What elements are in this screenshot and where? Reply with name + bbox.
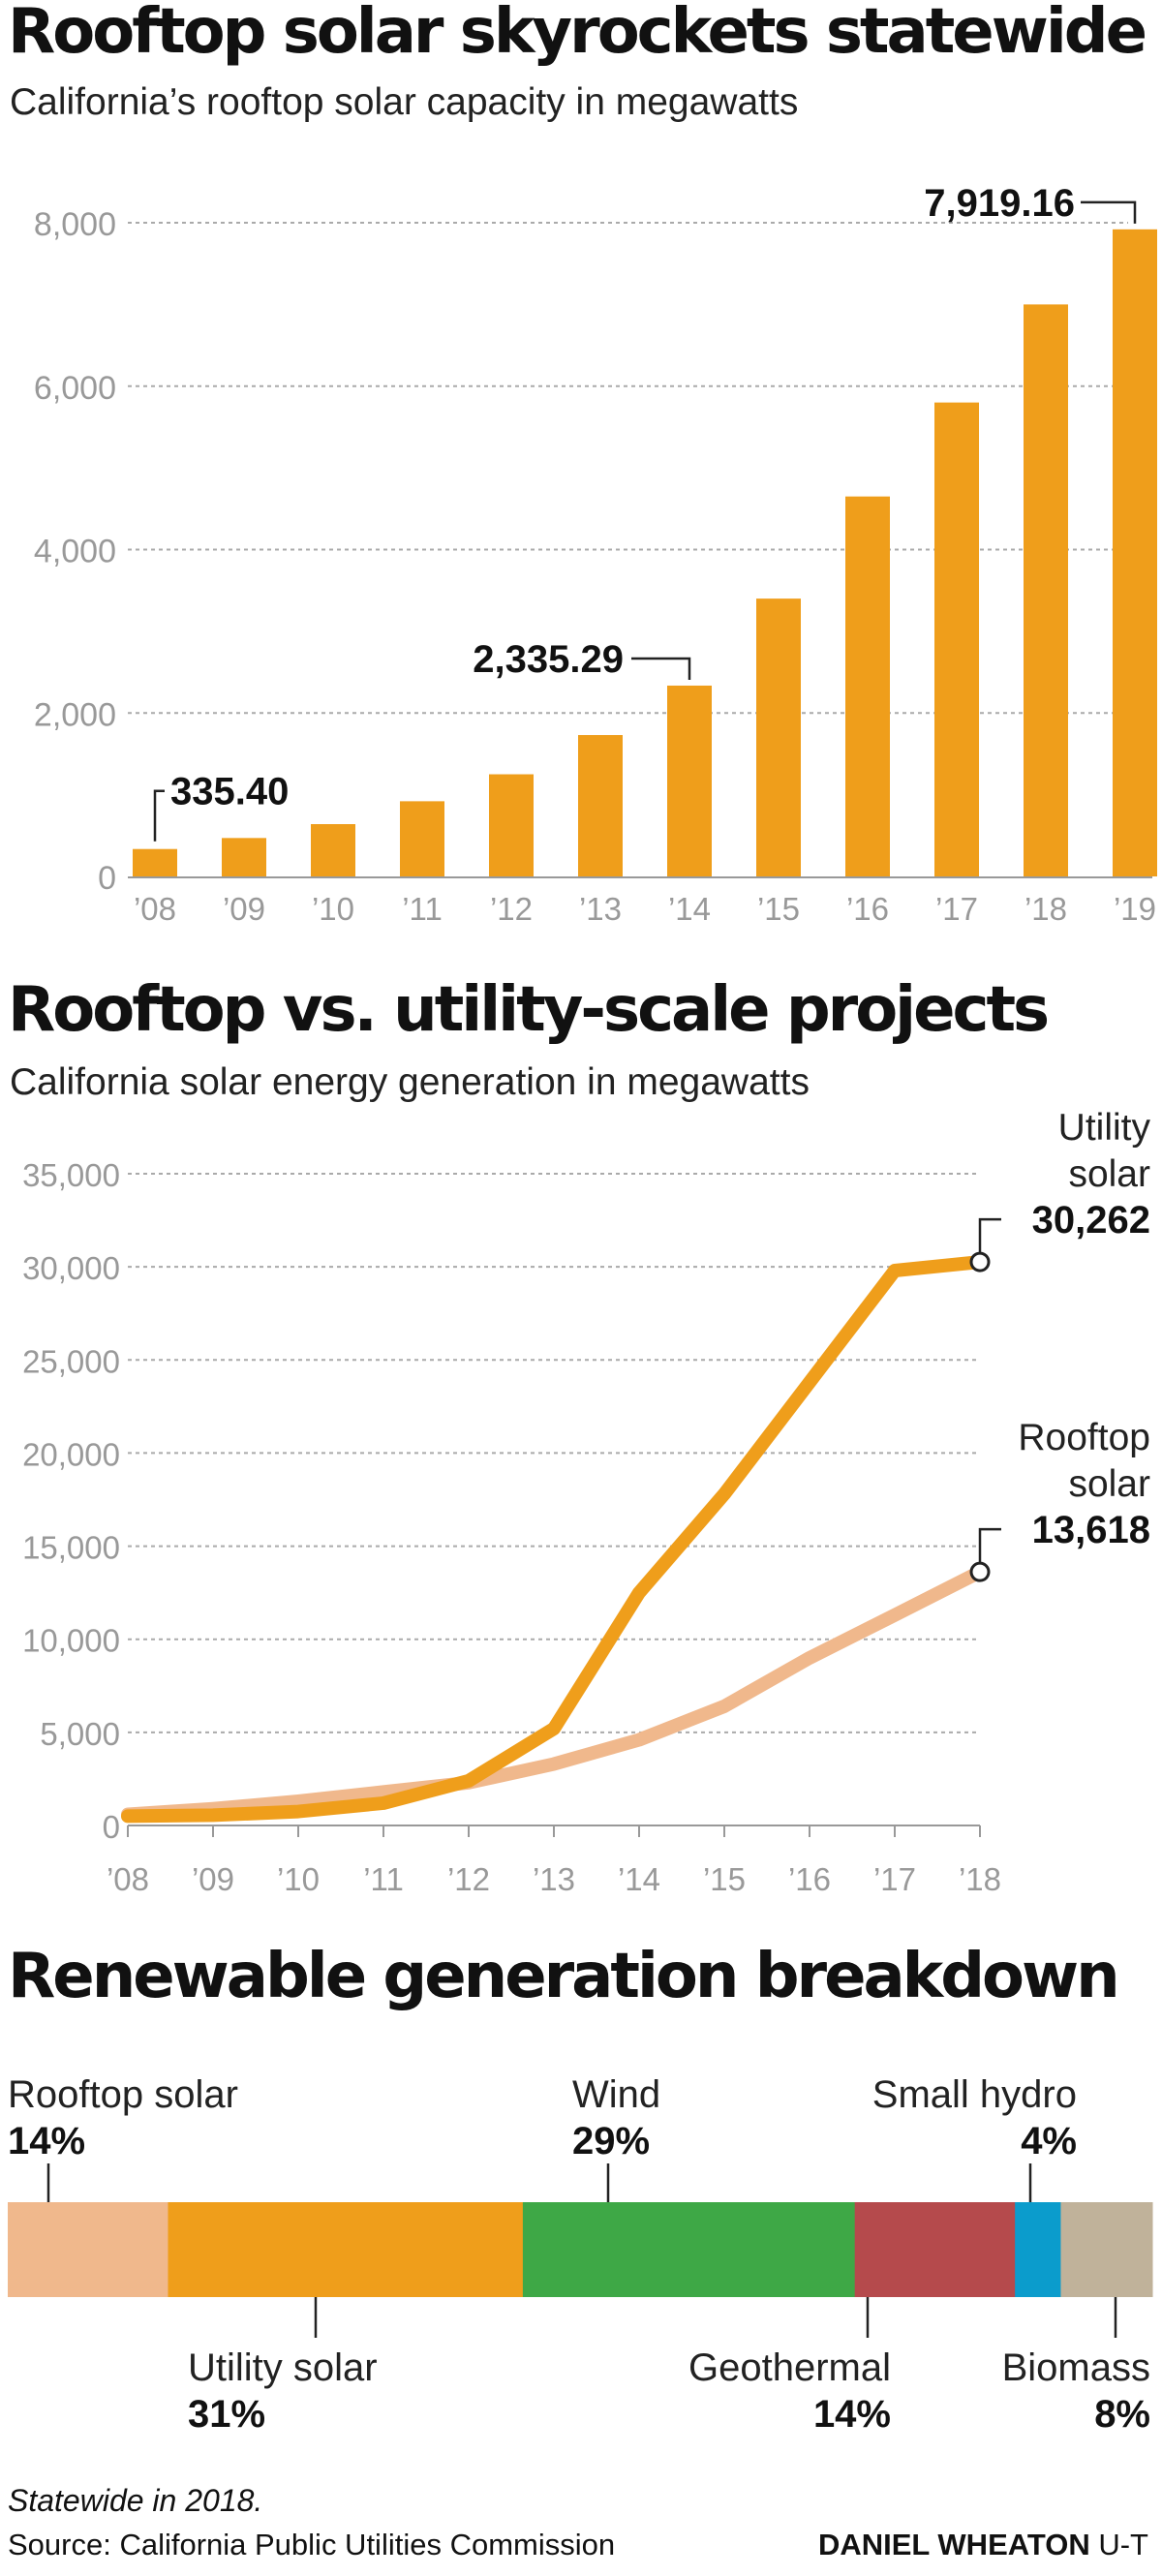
- chart2-xtick-label: ’14: [618, 1861, 660, 1897]
- segment-value-utility: 31%: [188, 2393, 265, 2436]
- chart2-xtick-label: ’17: [873, 1861, 916, 1897]
- footnote: Statewide in 2018.: [8, 2483, 263, 2518]
- chart1-bar: [222, 838, 266, 876]
- series-name-rooftop: Rooftop: [1018, 1417, 1150, 1458]
- chart1-xtick-label: ’11: [402, 891, 443, 927]
- segment-name-biomass: Biomass: [1002, 2346, 1150, 2389]
- chart2-xtick-label: ’16: [788, 1861, 831, 1897]
- chart1-bar: [667, 685, 712, 876]
- chart2-ytick-label: 35,000: [22, 1157, 120, 1193]
- segment-name-rooftop: Rooftop solar: [8, 2073, 238, 2116]
- segment-value-rooftop: 14%: [8, 2120, 85, 2162]
- chart1-xtick-label: ’16: [846, 891, 889, 927]
- byline: DANIEL WHEATON U-T: [818, 2528, 1148, 2562]
- segment-geothermal: [854, 2202, 1016, 2297]
- series-line-utility: [121, 1255, 987, 1824]
- chart2-ytick-label: 15,000: [22, 1530, 120, 1566]
- chart1-ytick-label: 8,000: [34, 206, 116, 243]
- series-line-rooftop: [121, 1565, 987, 1822]
- segment-name-wind: Wind: [572, 2073, 660, 2116]
- series-end-leader-utility: [978, 1217, 1001, 1253]
- chart1-annotation-leader: [1081, 200, 1137, 224]
- chart1-ytick-label: 0: [98, 860, 116, 897]
- series-end-value-utility: 30,262: [1032, 1199, 1150, 1242]
- chart1-xtick-label: ’18: [1024, 891, 1067, 927]
- chart3-title: Renewable generation breakdown: [8, 1941, 1120, 2012]
- chart1-ytick-label: 4,000: [34, 534, 116, 570]
- chart1-xtick-label: ’14: [668, 891, 711, 927]
- segment-name-geothermal: Geothermal: [688, 2346, 891, 2389]
- segment-wind: [522, 2202, 856, 2297]
- chart1-annotation-leader: [153, 789, 165, 842]
- chart1-bar: [578, 735, 623, 876]
- chart2-ytick-label: 20,000: [22, 1436, 120, 1472]
- chart2-ytick-label: 30,000: [22, 1250, 120, 1286]
- chart1-bar: [311, 824, 355, 876]
- chart2-ytick-label: 25,000: [22, 1343, 120, 1379]
- rooftop-capacity-bar-chart: 0 2,000 4,000 6,000 8,000 ’08 ’09 ’10 ’11 ’12 ’13 ’…: [34, 182, 1157, 927]
- series-name-utility: solar: [1068, 1153, 1150, 1195]
- series-end-value-rooftop: 13,618: [1032, 1509, 1150, 1551]
- segment-value-biomass: 8%: [1094, 2393, 1150, 2436]
- chart2-xtick-label: ’09: [192, 1861, 234, 1897]
- chart2-ytick-label: 10,000: [22, 1623, 120, 1659]
- chart2-xtick-label: ’13: [533, 1861, 575, 1897]
- chart1-xtick-label: ’13: [579, 891, 622, 927]
- segment-value-small_hydro: 4%: [1021, 2120, 1077, 2162]
- series-name-rooftop: solar: [1068, 1463, 1150, 1505]
- chart1-bar: [1024, 304, 1068, 876]
- series-end-leader-rooftop: [978, 1527, 1001, 1563]
- chart1-bar: [1113, 229, 1157, 877]
- chart1-xtick-label: ’15: [757, 891, 800, 927]
- chart2-ytick-label: 0: [103, 1809, 120, 1845]
- chart1-xtick-label: ’17: [935, 891, 978, 927]
- chart1-xtick-label: ’12: [490, 891, 533, 927]
- chart1-xtick-label: ’08: [134, 891, 176, 927]
- chart1-xtick-label: ’19: [1114, 891, 1156, 927]
- chart1-annotation-label: 335.40: [170, 771, 289, 813]
- series-end-marker-utility: [969, 1251, 991, 1273]
- chart2-xtick-label: ’18: [959, 1861, 1001, 1897]
- chart1-bar: [845, 496, 890, 876]
- chart1-bar: [133, 848, 177, 876]
- chart1-annotation-label: 7,919.16: [924, 182, 1075, 225]
- chart1-subtitle: California’s rooftop solar capacity in m…: [10, 81, 799, 123]
- chart1-xtick-label: ’09: [223, 891, 265, 927]
- segment-biomass: [1060, 2202, 1153, 2297]
- chart1-bar: [934, 402, 979, 876]
- chart2-ytick-label: 5,000: [40, 1716, 120, 1752]
- chart2-xtick-label: ’12: [447, 1861, 490, 1897]
- chart1-annotation-leader: [631, 657, 691, 680]
- segment-name-small_hydro: Small hydro: [872, 2073, 1077, 2116]
- segment-utility: [168, 2202, 524, 2297]
- segment-value-geothermal: 14%: [813, 2393, 891, 2436]
- byline-org: U-T: [1098, 2528, 1148, 2561]
- byline-name: DANIEL WHEATON: [817, 2528, 1090, 2561]
- chart2-xtick-label: ’10: [277, 1861, 320, 1897]
- segment-value-wind: 29%: [572, 2120, 650, 2162]
- segment-small_hydro: [1015, 2202, 1061, 2297]
- chart2-xtick-label: ’08: [107, 1861, 149, 1897]
- chart2-title: Rooftop vs. utility-scale projects: [8, 974, 1050, 1046]
- chart2-subtitle: California solar energy generation in me…: [10, 1061, 810, 1103]
- source-line: Source: California Public Utilities Comm…: [8, 2528, 616, 2561]
- chart1-ytick-label: 2,000: [34, 696, 116, 733]
- chart1-title: Rooftop solar skyrockets statewide: [8, 0, 1147, 68]
- chart1-xtick-label: ’10: [312, 891, 354, 927]
- chart1-bar: [489, 774, 534, 876]
- chart2-xtick-label: ’11: [363, 1861, 404, 1897]
- series-name-utility: Utility: [1058, 1107, 1151, 1149]
- generation-line-chart: 0 5,000 10,000 15,000 20,000 25,000 30,000 35,0…: [22, 1107, 1151, 1897]
- chart1-bar: [756, 598, 801, 876]
- chart1-annotation-label: 2,335.29: [473, 638, 624, 681]
- chart1-ytick-label: 6,000: [34, 370, 116, 407]
- segment-rooftop: [8, 2202, 168, 2297]
- series-end-marker-rooftop: [969, 1561, 991, 1582]
- segment-name-utility: Utility solar: [188, 2346, 378, 2389]
- chart1-bar: [400, 801, 444, 876]
- chart2-xtick-label: ’15: [703, 1861, 746, 1897]
